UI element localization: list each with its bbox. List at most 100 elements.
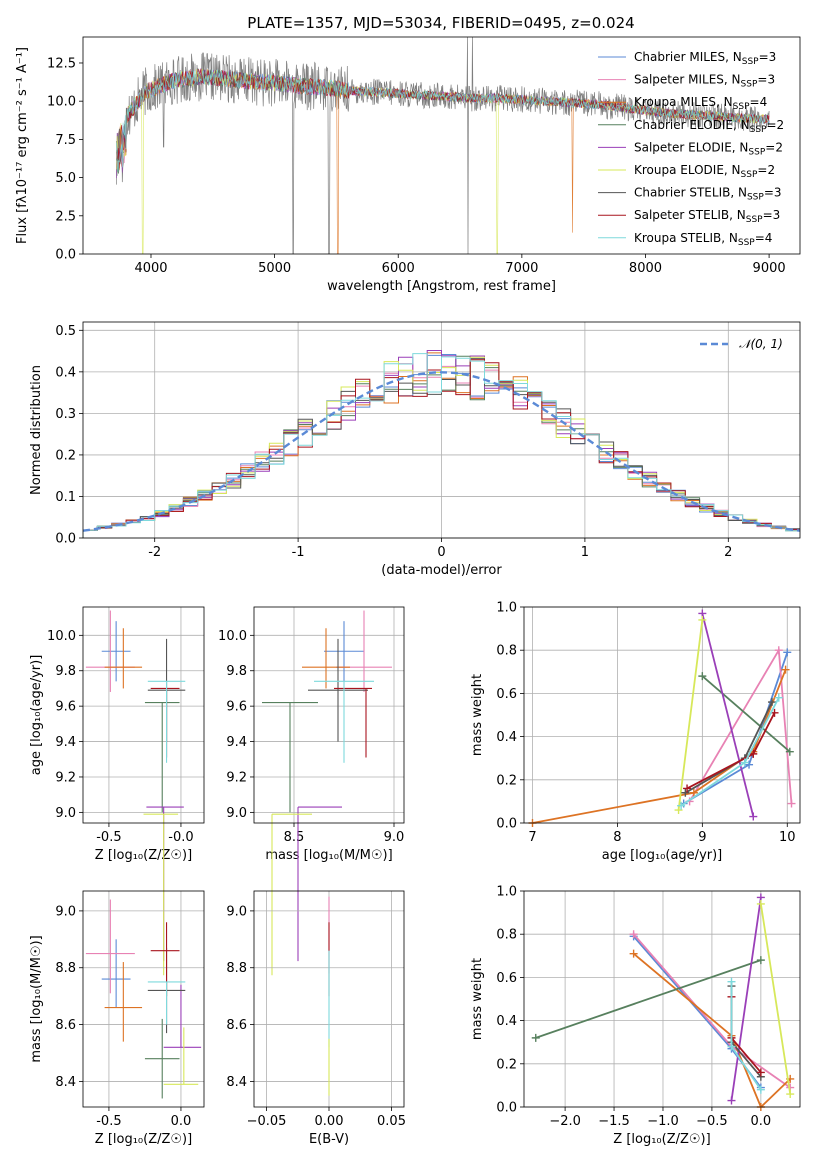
weight-line-salpeter-stelib bbox=[730, 996, 762, 1073]
y-tick-label: 0.2 bbox=[55, 448, 76, 463]
x-axis-label: age [log₁₀(age/yr)] bbox=[602, 848, 723, 863]
y-tick-label: 0.3 bbox=[55, 407, 76, 422]
x-tick-label: 4000 bbox=[134, 261, 167, 276]
weight-marker bbox=[756, 1068, 765, 1077]
x-tick-label: 9 bbox=[698, 830, 706, 845]
y-tick-label: 9.6 bbox=[226, 700, 247, 715]
x-tick-label: −2.0 bbox=[549, 1114, 581, 1129]
x-axis-label: mass [log₁₀(M/M☉)] bbox=[265, 848, 392, 863]
y-tick-label: 9.0 bbox=[226, 904, 247, 919]
spectrum-line-salpeter-stelib bbox=[116, 68, 770, 169]
weight-marker bbox=[681, 788, 690, 797]
y-tick-label: 9.0 bbox=[55, 904, 76, 919]
weight-marker bbox=[749, 749, 758, 758]
legend-entry: 𝒩(0, 1) bbox=[739, 337, 783, 351]
y-tick-label: 10.0 bbox=[47, 629, 76, 644]
legend-label: Chabrier ELODIE, N bbox=[634, 118, 750, 132]
legend-entry: Kroupa MILES, NSSP=4 bbox=[634, 95, 767, 112]
mass-vs-ebv-panel: −0.05 0.00 0.05 8.4 8.6 8.8 9.0 E(B-V) bbox=[226, 890, 406, 1147]
weight-marker bbox=[689, 788, 698, 797]
legend-subscript: SSP bbox=[747, 193, 764, 203]
weight-marker bbox=[767, 698, 776, 707]
legend-entry: Salpeter STELIB, NSSP=3 bbox=[634, 208, 780, 225]
x-axis-label: Z [log₁₀(Z/Z☉)] bbox=[95, 848, 192, 863]
x-tick-label: 7 bbox=[528, 830, 536, 845]
legend-entry: Salpeter ELODIE, NSSP=2 bbox=[634, 140, 783, 157]
spectrum-line-data bbox=[116, 37, 770, 254]
x-tick-label: 0.00 bbox=[315, 1114, 344, 1129]
x-tick-label: 7000 bbox=[505, 261, 538, 276]
y-tick-label: 0.0 bbox=[496, 817, 517, 832]
legend-label: Kroupa MILES, N bbox=[634, 95, 733, 109]
legend-entry: Chabrier STELIB, NSSP=3 bbox=[634, 186, 782, 203]
y-axis-label: age [log₁₀(age/yr)] bbox=[29, 655, 44, 776]
weight-marker bbox=[698, 672, 707, 681]
legend-label: Chabrier STELIB, N bbox=[634, 186, 747, 200]
y-tick-label: 1.0 bbox=[496, 601, 517, 616]
legend-subscript: SSP bbox=[733, 102, 750, 112]
y-tick-label: 9.2 bbox=[226, 770, 247, 785]
x-tick-label: -0.0 bbox=[168, 830, 193, 845]
legend-label: Kroupa STELIB, N bbox=[634, 231, 738, 245]
y-tick-label: 2.5 bbox=[55, 209, 76, 224]
mass-vs-metallicity-panel: -0.5 0.0 8.4 8.6 8.8 9.0 Z [log₁₀(Z/Z☉)] mass [… bbox=[29, 890, 205, 1147]
x-axis-label: E(B-V) bbox=[309, 1132, 349, 1147]
x-tick-label: -2 bbox=[148, 545, 161, 560]
weight-marker bbox=[629, 930, 638, 939]
y-tick-label: 9.8 bbox=[226, 664, 247, 679]
x-tick-label: 5000 bbox=[258, 261, 291, 276]
y-tick-label: 9.6 bbox=[55, 700, 76, 715]
weight-line-chabrier-miles bbox=[683, 652, 789, 805]
legend-value: =4 bbox=[750, 95, 768, 109]
x-tick-label: 0 bbox=[437, 545, 445, 560]
axes-frame bbox=[253, 606, 405, 824]
y-tick-label: 8.8 bbox=[226, 961, 247, 976]
x-tick-label: 2 bbox=[724, 545, 732, 560]
weight-line-chabrier-elodie bbox=[701, 675, 791, 753]
legend-subscript: SSP bbox=[738, 238, 755, 248]
y-tick-label: 0.4 bbox=[55, 365, 76, 380]
x-axis-label: Z [log₁₀(Z/Z☉)] bbox=[613, 1132, 710, 1147]
age-vs-mass-panel: 8.5 9.0 9.0 9.2 9.4 9.6 9.8 10.0 mass [log₁₀(M/M… bbox=[218, 606, 405, 976]
x-tick-label: -0.5 bbox=[96, 1114, 121, 1129]
y-tick-label: 12.5 bbox=[47, 56, 76, 71]
x-tick-label: 1 bbox=[581, 545, 589, 560]
y-tick-label: 10.0 bbox=[218, 629, 247, 644]
y-tick-label: 0.6 bbox=[496, 687, 517, 702]
y-axis-label: mass weight bbox=[470, 674, 485, 756]
y-axis-label: mass [log₁₀(M/M☉)] bbox=[29, 935, 44, 1062]
x-tick-label: −0.05 bbox=[247, 1114, 287, 1129]
weight-marker bbox=[683, 784, 692, 793]
y-tick-label: 10.0 bbox=[47, 95, 76, 110]
x-tick-label: 0.05 bbox=[377, 1114, 406, 1129]
legend-entry: Chabrier MILES, NSSP=3 bbox=[634, 50, 776, 67]
weight-marker bbox=[756, 899, 765, 908]
weight-marker bbox=[677, 801, 686, 810]
weight-line-salpeter-elodie bbox=[701, 613, 755, 817]
weight-marker bbox=[785, 747, 794, 756]
legend-entry: Kroupa STELIB, NSSP=4 bbox=[634, 231, 772, 248]
legend-subscript: SSP bbox=[742, 57, 759, 67]
y-tick-label: 9.8 bbox=[55, 664, 76, 679]
mass-weight-vs-age-panel: 7 8 9 10 0.0 0.2 0.4 0.6 0.8 1.0 age [log₁₀(age/yr… bbox=[470, 601, 801, 863]
axes-frame bbox=[82, 890, 205, 1108]
x-tick-label: 9.0 bbox=[384, 830, 405, 845]
legend-value: =3 bbox=[757, 73, 775, 87]
y-tick-label: 8.6 bbox=[226, 1018, 247, 1033]
y-tick-label: 0.6 bbox=[496, 971, 517, 986]
legend-label: Chabrier MILES, N bbox=[634, 50, 742, 64]
spectrum-panel: 4000 5000 6000 7000 8000 9000 0.0 2.5 5.0 7.5 10.0… bbox=[15, 36, 801, 294]
weight-marker bbox=[774, 693, 783, 702]
weight-marker bbox=[727, 977, 736, 986]
legend-subscript: SSP bbox=[741, 170, 758, 180]
weight-marker bbox=[787, 799, 796, 808]
x-tick-label: −0.5 bbox=[696, 1114, 728, 1129]
y-tick-label: 8.6 bbox=[55, 1018, 76, 1033]
weight-marker bbox=[727, 1096, 736, 1105]
x-tick-label: −1.0 bbox=[647, 1114, 679, 1129]
y-tick-label: 9.0 bbox=[226, 806, 247, 821]
weight-line-salpeter-elodie bbox=[730, 897, 762, 1101]
spectrum-line-kroupa-stelib bbox=[116, 69, 770, 173]
x-tick-label: 8000 bbox=[629, 261, 662, 276]
legend-label: Salpeter ELODIE, N bbox=[634, 140, 748, 154]
